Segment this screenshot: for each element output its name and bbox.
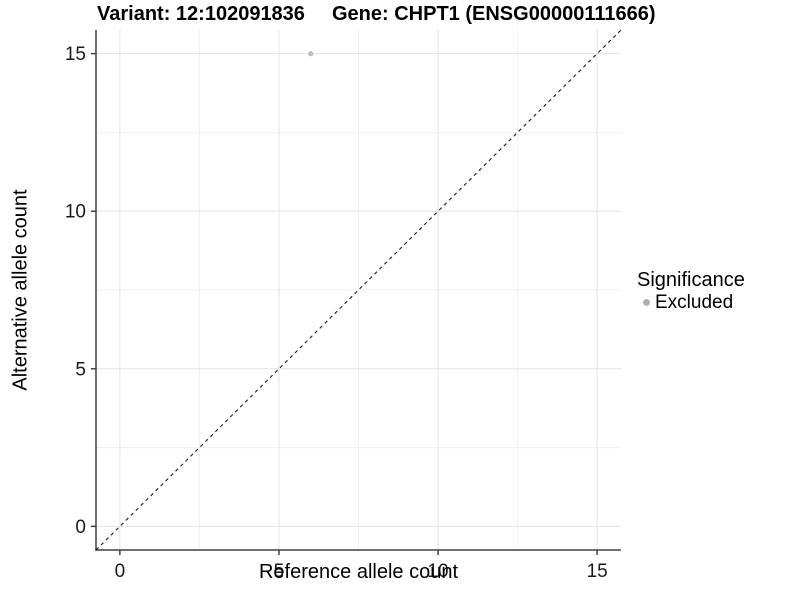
x-axis-title: Reference allele count: [258, 561, 458, 583]
plot-title-variant: Variant: 12:102091836: [97, 3, 305, 25]
legend-item-excluded: Excluded: [637, 291, 745, 313]
y-tick-label: 0: [75, 517, 86, 538]
x-tick-label: 10: [427, 561, 448, 582]
data-point: [308, 51, 314, 57]
plot-title-gene: Gene: CHPT1 (ENSG00000111666): [332, 3, 656, 25]
x-tick-label: 5: [274, 561, 285, 582]
legend-point-icon: [643, 299, 650, 306]
y-tick-label: 5: [75, 359, 86, 380]
x-tick-label: 15: [587, 561, 608, 582]
legend-item-label: Excluded: [655, 291, 734, 313]
legend: Significance Excluded: [637, 269, 745, 313]
y-axis-title: Alternative allele count: [9, 189, 32, 391]
legend-title: Significance: [637, 269, 745, 291]
x-tick-label: 0: [115, 561, 126, 582]
y-tick-label: 10: [65, 202, 86, 223]
y-tick-label: 15: [65, 44, 86, 65]
